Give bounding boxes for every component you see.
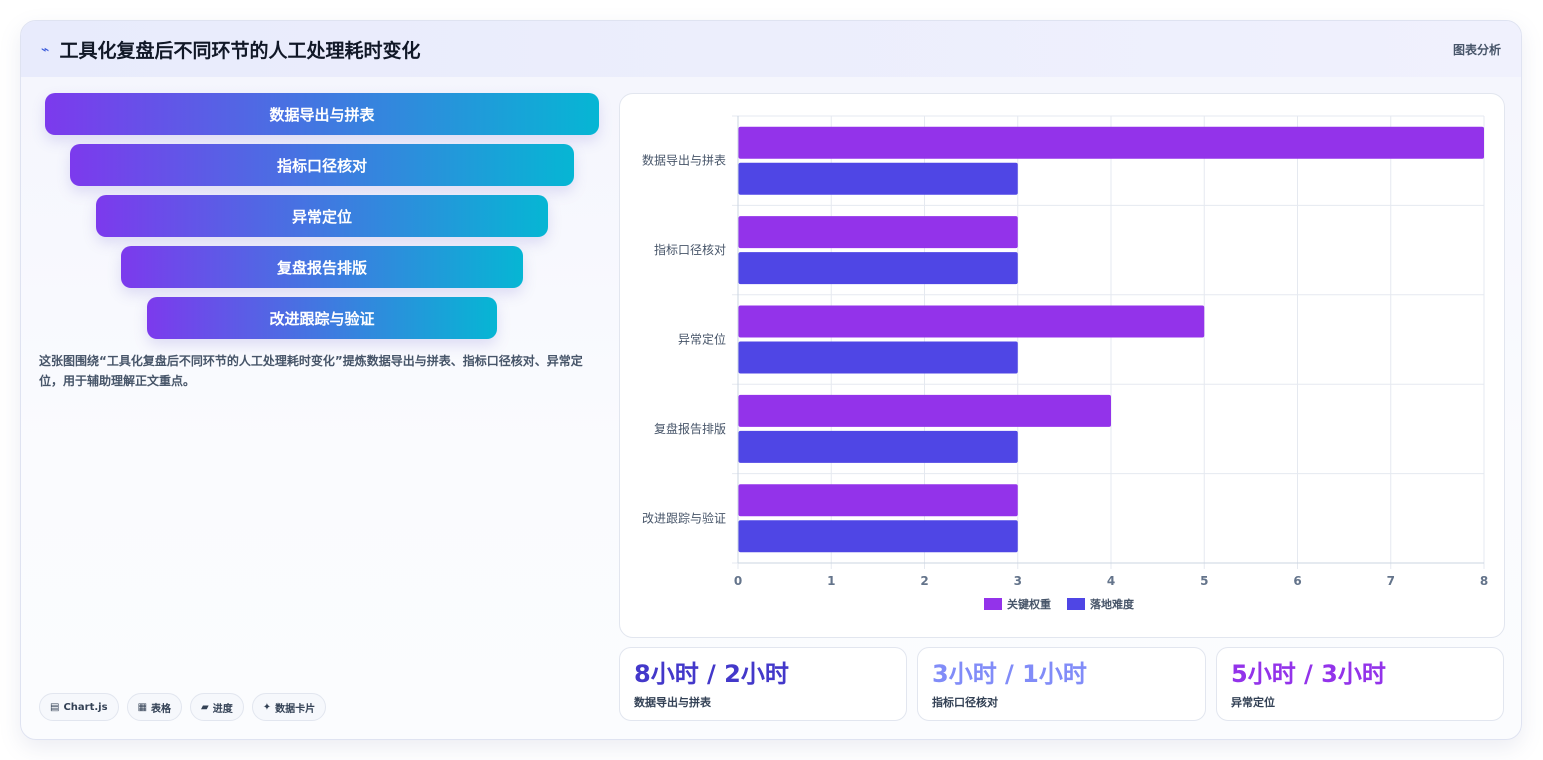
bar [738, 162, 1018, 195]
dashboard-card: ⌁ 工具化复盘后不同环节的人工处理耗时变化 图表分析 数据导出与拼表 指标口径核… [20, 20, 1522, 740]
tech-badges: ▤ Chart.js ▦ 表格 ▰ 进度 ✦ 数据卡片 [39, 693, 327, 721]
y-tick-label: 异常定位 [678, 332, 726, 347]
stat-value: 8小时 / 2小时 [634, 660, 789, 688]
stat-card: 5小时 / 3小时 异常定位 [1216, 647, 1504, 721]
stat-label: 指标口径核对 [932, 696, 998, 709]
funnel-step: 异常定位 [96, 195, 548, 237]
stat-label: 数据导出与拼表 [634, 696, 711, 709]
funnel-step: 改进跟踪与验证 [147, 297, 497, 339]
card-header: ⌁ 工具化复盘后不同环节的人工处理耗时变化 图表分析 [21, 21, 1521, 77]
y-tick-label: 指标口径核对 [654, 242, 726, 257]
x-tick-label: 1 [827, 574, 835, 588]
y-tick-label: 数据导出与拼表 [642, 153, 726, 168]
y-tick-label: 复盘报告排版 [654, 421, 726, 436]
x-tick-label: 3 [1014, 574, 1022, 588]
y-tick-label: 改进跟踪与验证 [642, 510, 726, 525]
bar-chart-panel: 0 1 2 3 4 5 6 7 8 数据导出与拼表指标口径核对异常定位复盘报告排版改进跟踪与验证关… [619, 93, 1505, 638]
funnel-step: 指标口径核对 [70, 144, 574, 186]
badge-table[interactable]: ▦ 表格 [126, 693, 183, 721]
chart-icon: ▤ [50, 701, 60, 713]
stat-value: 5小时 / 3小时 [1231, 660, 1386, 688]
stat-card: 8小时 / 2小时 数据导出与拼表 [619, 647, 907, 721]
badge-data-card[interactable]: ✦ 数据卡片 [251, 693, 327, 721]
funnel-step: 复盘报告排版 [121, 246, 523, 288]
bar [738, 394, 1111, 427]
x-tick-label: 6 [1293, 574, 1301, 588]
legend-label: 落地难度 [1090, 597, 1135, 611]
bar [738, 126, 1484, 159]
line-icon: ⌁ [41, 42, 50, 58]
progress-icon: ▰ [201, 701, 209, 713]
card-icon: ✦ [262, 701, 272, 713]
x-tick-label: 4 [1107, 574, 1115, 588]
legend-label: 关键权重 [1007, 597, 1051, 611]
bar [738, 484, 1018, 517]
stat-card: 3小时 / 1小时 指标口径核对 [917, 647, 1206, 721]
badge-chartjs[interactable]: ▤ Chart.js [39, 693, 119, 721]
stat-value: 3小时 / 1小时 [932, 660, 1087, 688]
legend-swatch [984, 598, 1002, 610]
bar [738, 305, 1205, 338]
x-tick-label: 0 [734, 574, 742, 588]
x-tick-label: 7 [1387, 574, 1395, 588]
x-tick-label: 8 [1480, 574, 1488, 588]
stat-label: 异常定位 [1231, 696, 1275, 709]
funnel-step: 数据导出与拼表 [45, 93, 599, 135]
page-title: 工具化复盘后不同环节的人工处理耗时变化 [59, 39, 421, 62]
bar [738, 341, 1018, 374]
x-tick-label: 5 [1200, 574, 1208, 588]
bar [738, 252, 1018, 285]
bar [738, 430, 1018, 463]
bar [738, 216, 1018, 249]
table-icon: ▦ [137, 701, 148, 713]
chart-description: 这张图围绕“工具化复盘后不同环节的人工处理耗时变化”提炼数据导出与拼表、指标口径… [39, 354, 583, 388]
badge-label: 进度 [212, 703, 233, 715]
legend-swatch [1067, 598, 1085, 610]
badge-progress[interactable]: ▰ 进度 [190, 693, 244, 721]
bar [738, 520, 1018, 553]
badge-label: 数据卡片 [275, 703, 316, 715]
chart-analysis-tag: 图表分析 [1452, 42, 1501, 57]
x-tick-label: 2 [920, 574, 928, 588]
bar-chart: 0 1 2 3 4 5 6 7 8 数据导出与拼表指标口径核对异常定位复盘报告排版改进跟踪与验证关… [642, 115, 1488, 611]
badge-label: Chart.js [63, 701, 108, 713]
badge-label: 表格 [151, 703, 172, 715]
